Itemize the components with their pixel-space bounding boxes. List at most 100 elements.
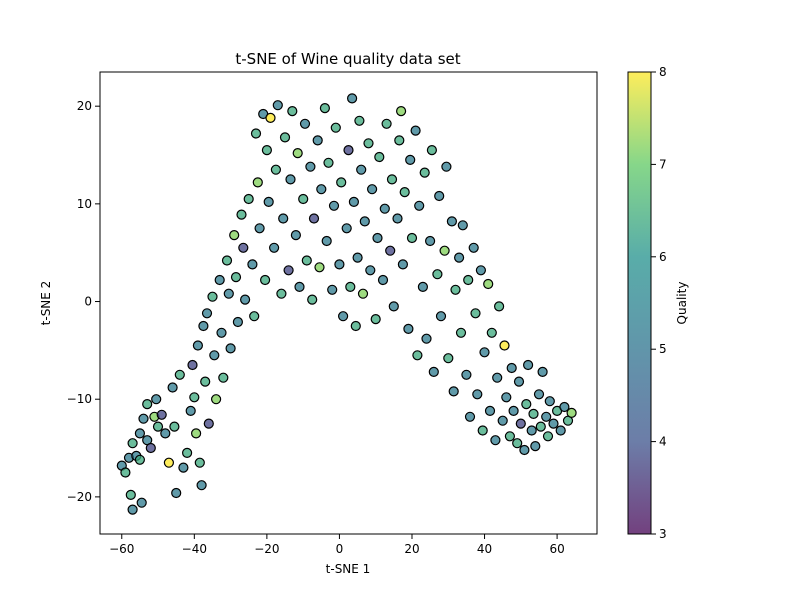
data-point	[134, 428, 145, 439]
data-point	[372, 232, 383, 244]
data-point	[533, 389, 545, 400]
data-point	[417, 281, 428, 292]
data-point	[201, 308, 213, 319]
data-point	[189, 392, 200, 403]
x-tick-label: −60	[109, 542, 134, 556]
data-point	[555, 425, 566, 436]
data-point	[152, 421, 164, 432]
data-point	[468, 242, 479, 253]
data-point	[374, 151, 385, 163]
data-point	[127, 438, 138, 449]
y-tick-label: −20	[67, 490, 92, 504]
colorbar-tick-label: 7	[659, 157, 667, 171]
data-point	[492, 372, 503, 383]
data-point	[475, 265, 486, 276]
data-point	[174, 369, 185, 380]
data-point	[294, 281, 305, 292]
data-point	[483, 278, 494, 290]
data-point	[243, 193, 254, 205]
data-point	[160, 428, 171, 439]
data-point	[336, 177, 347, 188]
data-point	[446, 216, 457, 227]
data-point	[406, 232, 418, 244]
data-point	[521, 399, 532, 410]
data-point	[405, 154, 416, 165]
data-point	[435, 311, 447, 322]
colorbar-ticks: 3 4 5 6 7 8	[651, 65, 667, 541]
data-point	[512, 438, 523, 449]
data-point	[443, 353, 454, 364]
data-point	[232, 316, 243, 328]
data-point	[370, 314, 381, 325]
data-point	[504, 431, 515, 442]
data-point	[486, 327, 497, 338]
data-point	[192, 340, 203, 351]
data-point	[319, 102, 330, 114]
data-point	[127, 504, 138, 515]
data-point	[120, 467, 131, 478]
plot-frame	[99, 71, 598, 535]
data-point	[287, 105, 298, 117]
data-point	[290, 230, 301, 241]
data-point	[399, 187, 410, 198]
colorbar-tick-label: 3	[659, 527, 667, 541]
data-point	[156, 409, 167, 420]
data-point	[327, 284, 338, 295]
data-point	[225, 343, 236, 354]
data-point	[198, 320, 209, 332]
data-point	[537, 366, 548, 377]
data-point	[463, 274, 474, 286]
data-point	[386, 174, 398, 185]
data-point	[265, 112, 276, 124]
data-point	[328, 200, 340, 211]
data-point	[441, 161, 452, 172]
data-point	[200, 376, 211, 387]
data-point	[250, 128, 262, 139]
data-point	[421, 333, 432, 344]
data-point	[455, 327, 467, 338]
data-point	[308, 213, 320, 224]
data-point	[272, 100, 283, 111]
data-point	[240, 294, 251, 305]
data-point	[426, 145, 437, 156]
data-point	[145, 442, 156, 454]
data-point	[261, 145, 272, 156]
data-point	[388, 301, 399, 312]
data-point	[138, 413, 149, 424]
colorbar-tick-label: 8	[659, 65, 667, 79]
data-point	[298, 193, 309, 205]
data-point	[544, 396, 555, 407]
data-point	[321, 235, 332, 247]
data-point	[125, 489, 136, 500]
data-point	[472, 389, 483, 400]
data-point	[363, 138, 374, 149]
data-point	[519, 444, 530, 456]
x-axis: −60 −40 −20 0 20 40 60	[109, 534, 565, 556]
data-point	[432, 269, 443, 280]
colorbar-gradient	[627, 71, 652, 535]
data-point	[338, 311, 349, 322]
data-point	[403, 323, 414, 334]
data-point	[307, 294, 318, 305]
data-point	[252, 177, 263, 188]
data-point	[530, 441, 541, 452]
data-point	[506, 362, 517, 374]
data-point	[285, 174, 296, 185]
data-point	[410, 125, 421, 136]
data-point	[236, 209, 247, 220]
data-point	[207, 291, 218, 302]
data-point	[396, 105, 407, 117]
data-point	[379, 203, 390, 214]
colorbar-tick-label: 6	[659, 250, 667, 264]
data-point	[428, 366, 439, 377]
chart-title: t-SNE of Wine quality data set	[235, 50, 460, 68]
data-point	[542, 431, 554, 442]
data-point	[187, 359, 198, 371]
data-point	[439, 245, 450, 256]
data-point	[419, 167, 430, 178]
x-tick-label: 20	[404, 542, 419, 556]
data-point	[356, 164, 367, 175]
data-point	[292, 148, 303, 159]
